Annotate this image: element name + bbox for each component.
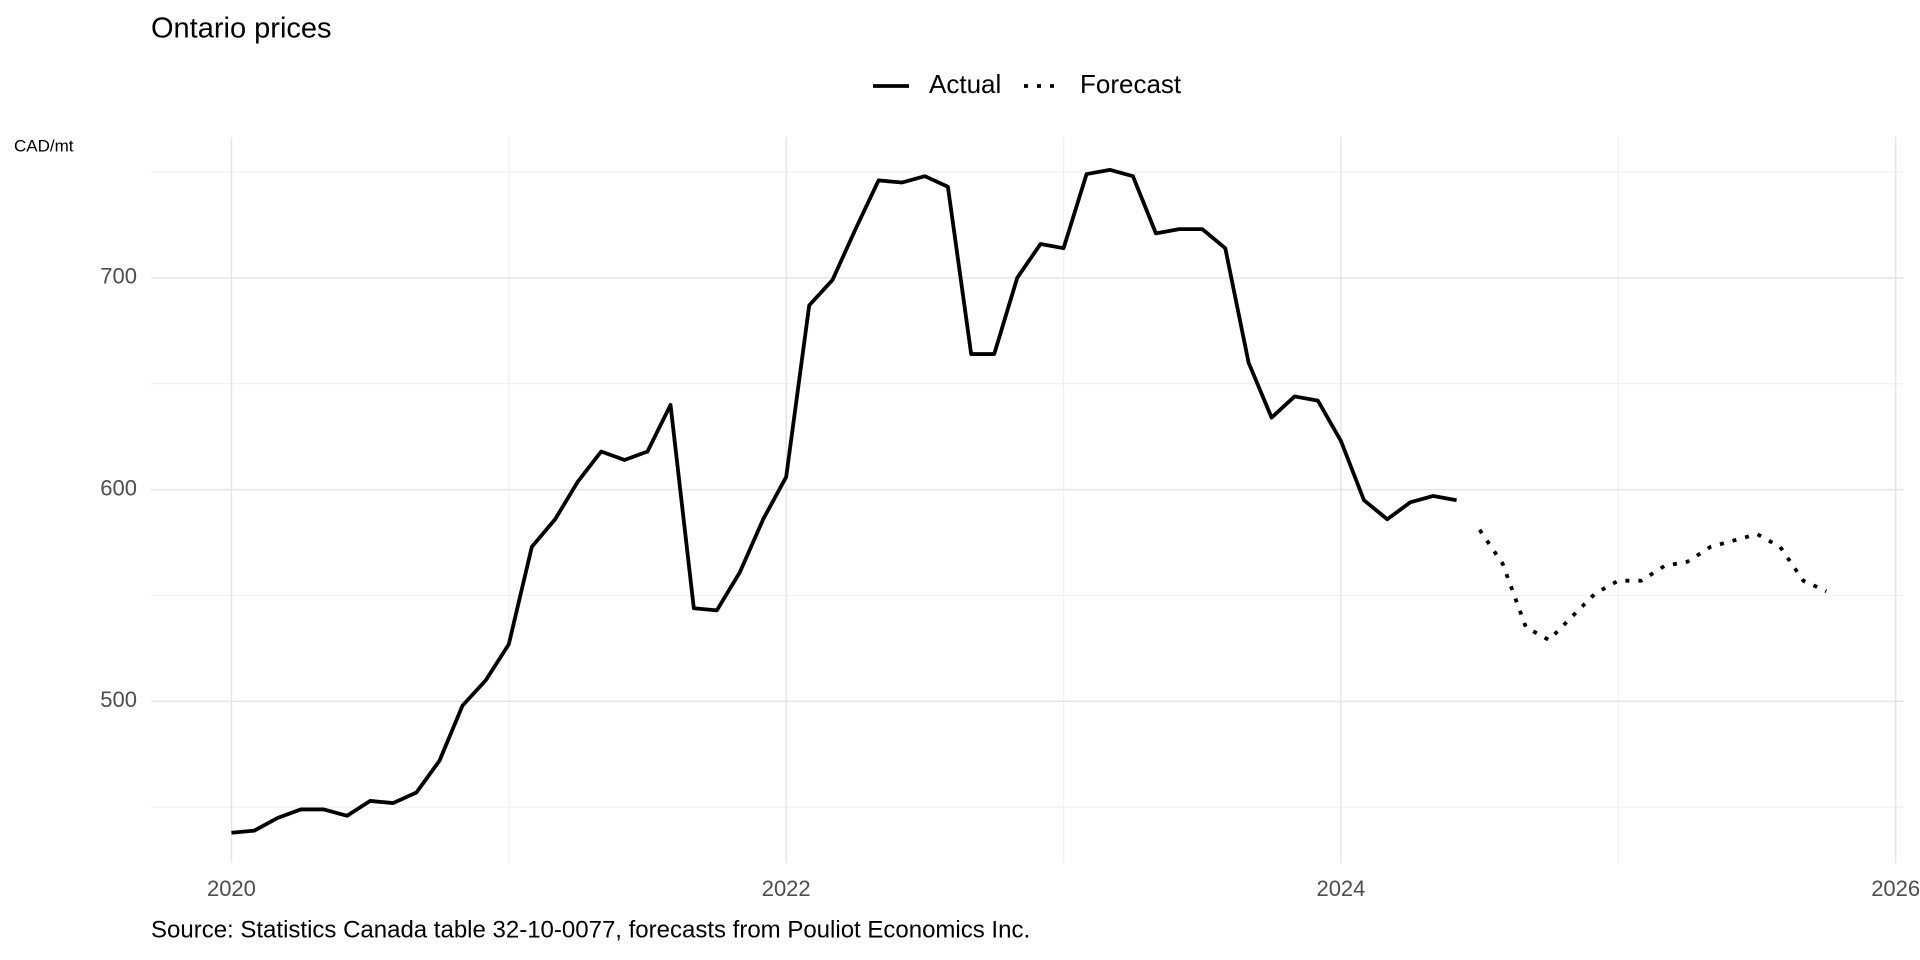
x-tick-label: 2020	[207, 876, 256, 901]
x-tick-label: 2024	[1316, 876, 1365, 901]
series-line	[231, 167, 1457, 835]
legend-label: Forecast	[1080, 69, 1182, 99]
series-line	[1478, 528, 1828, 642]
y-axis-label: CAD/mt	[14, 136, 74, 155]
y-tick-label: 600	[100, 475, 137, 500]
y-tick-label: 700	[100, 264, 137, 289]
legend-label: Actual	[929, 69, 1001, 99]
chart-title: Ontario prices	[151, 13, 332, 45]
source-note: Source: Statistics Canada table 32-10-00…	[151, 916, 1030, 943]
x-tick-label: 2026	[1871, 876, 1920, 901]
x-tick-label: 2022	[762, 876, 811, 901]
y-tick-label: 500	[100, 687, 137, 712]
